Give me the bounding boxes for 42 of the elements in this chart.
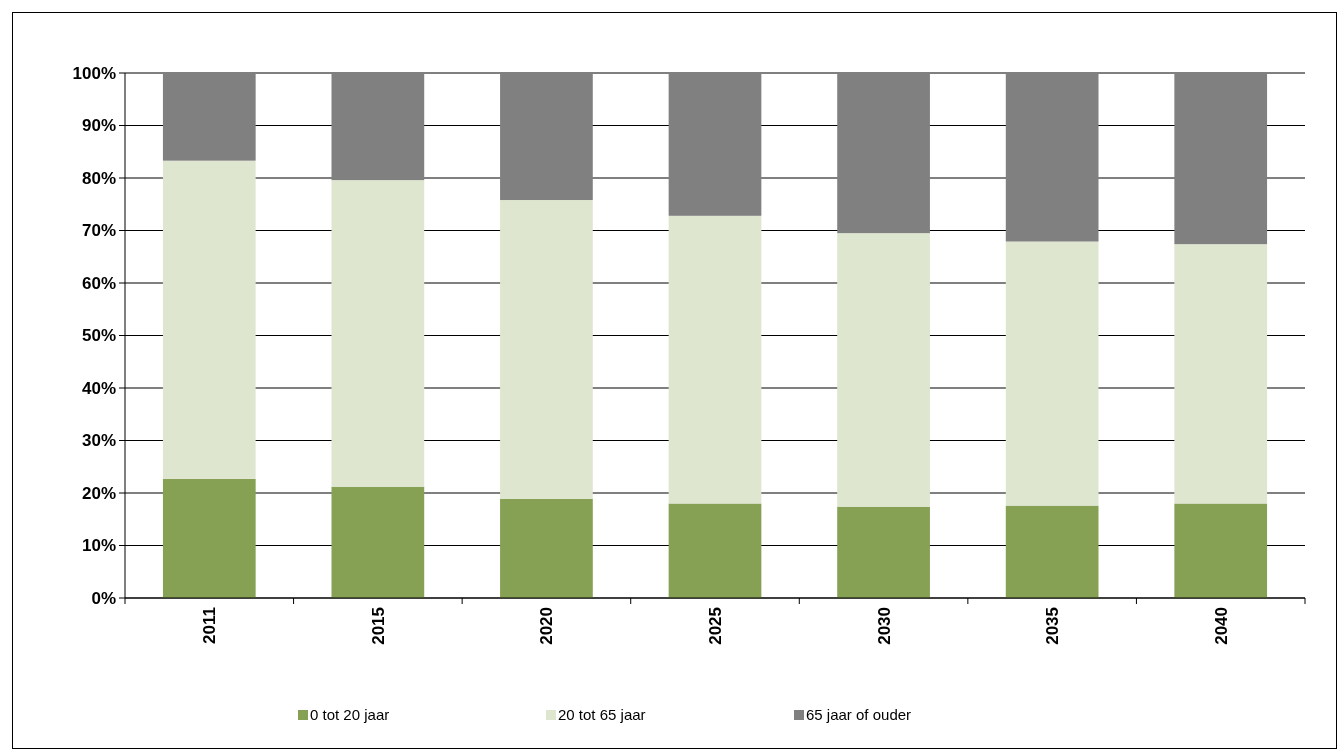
bar — [1174, 244, 1268, 504]
x-tick-label: 2025 — [705, 607, 725, 645]
y-tick-label: 70% — [81, 221, 116, 241]
bar — [668, 73, 762, 216]
y-tick-label: 100% — [72, 63, 116, 83]
bar — [500, 498, 593, 598]
bar — [837, 233, 930, 507]
y-tick-label: 10% — [81, 536, 116, 556]
y-tick-label: 40% — [81, 378, 116, 398]
y-tick-label: 60% — [81, 273, 116, 293]
bar — [162, 160, 256, 479]
bar — [837, 73, 930, 234]
bar — [500, 73, 593, 201]
bar — [1174, 73, 1268, 245]
y-tick-label: 90% — [81, 116, 116, 136]
bar — [500, 200, 593, 499]
bar — [331, 73, 425, 181]
x-tick-label: 2040 — [1211, 607, 1231, 645]
legend-label: 0 tot 20 jaar — [310, 706, 390, 723]
y-tick-label: 50% — [81, 326, 116, 346]
bar — [1005, 73, 1099, 242]
bar — [837, 506, 930, 598]
x-tick-label: 2011 — [200, 607, 220, 644]
bar — [1005, 241, 1099, 506]
x-tick-label: 2015 — [368, 607, 388, 645]
x-tick-label: 2020 — [537, 607, 557, 645]
bar — [162, 73, 256, 161]
bar — [668, 215, 762, 504]
bar — [331, 180, 425, 487]
legend-label: 20 tot 65 jaar — [558, 706, 646, 723]
x-tick-label: 2035 — [1043, 607, 1063, 645]
bar — [331, 486, 425, 598]
y-tick-label: 80% — [81, 168, 116, 188]
y-tick-label: 0% — [91, 588, 116, 608]
x-tick-label: 2030 — [874, 607, 894, 645]
bar — [1174, 503, 1268, 598]
y-tick-label: 30% — [81, 431, 116, 451]
bar — [162, 478, 256, 598]
bar — [1005, 505, 1099, 598]
y-tick-label: 20% — [81, 483, 116, 503]
legend-label: 65 jaar of ouder — [806, 706, 912, 723]
bar — [668, 503, 762, 598]
